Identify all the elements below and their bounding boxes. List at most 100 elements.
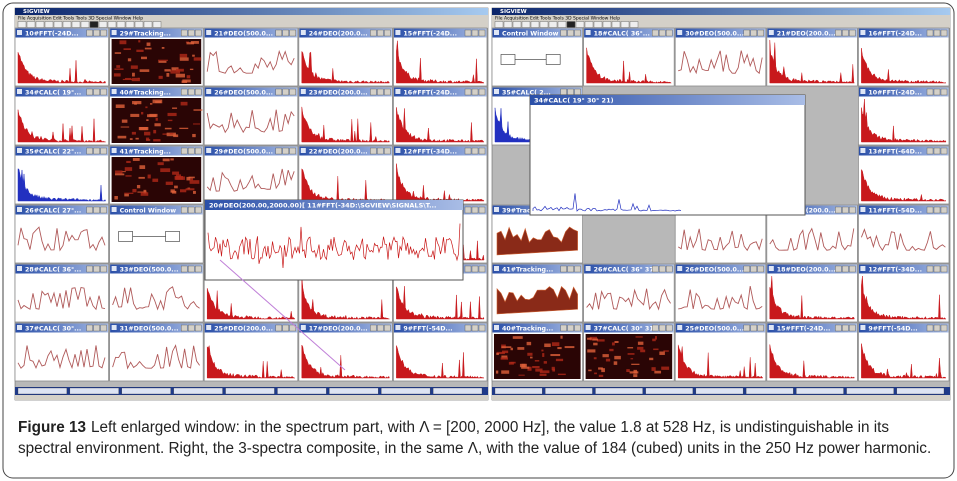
heat-patch — [596, 339, 605, 342]
window-icon — [494, 266, 499, 271]
window-button — [180, 147, 188, 155]
taskbar-button — [896, 387, 945, 395]
heatmap — [111, 39, 202, 84]
waveform — [17, 287, 106, 311]
window-button — [180, 206, 188, 214]
taskbar-button — [432, 387, 483, 395]
plot-area — [16, 215, 108, 262]
heat-patch — [124, 193, 129, 197]
heat-patch — [175, 174, 182, 177]
figure-label: Figure 13 — [18, 419, 87, 436]
window-button — [933, 265, 941, 273]
window-button — [93, 29, 100, 37]
toolbar-button — [98, 21, 108, 28]
heat-patch — [145, 137, 150, 141]
window-button — [743, 324, 750, 332]
heat-patch — [155, 117, 158, 121]
toolbar-button — [53, 21, 63, 28]
heat-patch — [179, 189, 187, 193]
waveform — [678, 285, 763, 310]
window-button — [289, 29, 296, 37]
window-title: 41#Tracking... — [120, 148, 171, 155]
plot-area — [205, 38, 297, 85]
heat-patch — [495, 370, 499, 374]
window-title-bar — [492, 87, 583, 97]
heat-patch — [121, 119, 128, 123]
heat-patch — [144, 47, 152, 50]
red-spectrum — [769, 344, 855, 379]
window-button — [842, 206, 849, 214]
control-block — [165, 231, 180, 242]
window-title-bar — [530, 95, 805, 105]
window-button — [464, 88, 472, 96]
window-button — [194, 265, 202, 273]
window-title-bar — [15, 323, 109, 333]
heat-patch — [611, 342, 615, 346]
window-button — [560, 88, 567, 96]
toolbar-button — [89, 21, 99, 28]
window-button — [652, 265, 659, 273]
red-spectrum — [301, 344, 390, 379]
heat-patch — [550, 354, 561, 357]
window-button — [574, 324, 581, 332]
window-icon — [585, 266, 591, 271]
heat-patch — [140, 192, 149, 196]
heat-patch — [124, 167, 133, 171]
heat-patch — [510, 347, 513, 351]
waveform — [586, 288, 671, 311]
window-button — [370, 29, 377, 37]
window-icon — [494, 89, 499, 94]
heat-patch — [122, 78, 133, 81]
heat-patch — [541, 349, 544, 352]
window-title: 31#DEO(500.0... — [120, 325, 179, 332]
window-title: 35#CALC( 22°... — [25, 147, 81, 155]
window-button — [93, 88, 100, 96]
window-title: 33#DEO(500.0... — [120, 266, 179, 273]
window-icon — [494, 325, 499, 330]
heat-patch — [130, 65, 138, 69]
heat-patch — [157, 162, 164, 166]
heat-patch — [173, 134, 179, 138]
heat-patch — [527, 352, 533, 356]
heat-patch — [539, 370, 550, 374]
window-button — [478, 29, 486, 37]
taskbar-button — [645, 387, 694, 395]
plot-area — [205, 97, 297, 144]
heat-patch — [149, 103, 153, 105]
menu: File Acquisition Edit Tools Tools 3D Spe… — [18, 16, 143, 22]
window-button — [940, 324, 948, 332]
window-button — [86, 265, 93, 273]
menu: File Acquisition Edit Tools Tools 3D Spe… — [495, 16, 620, 22]
window-icon — [677, 325, 683, 330]
heat-patch — [633, 374, 638, 378]
heat-patch — [152, 178, 159, 182]
window-title: Control Window — [120, 207, 177, 214]
control-block — [118, 231, 133, 242]
surface-3d — [496, 285, 578, 315]
window-button — [933, 147, 941, 155]
heat-patch — [539, 373, 547, 376]
heat-patch — [614, 355, 621, 360]
heat-patch — [134, 102, 137, 105]
window-title-bar — [393, 28, 487, 38]
window-button — [743, 29, 750, 37]
red-spectrum — [769, 39, 855, 84]
heat-patch — [564, 346, 575, 349]
heat-patch — [649, 357, 654, 361]
heat-patch — [652, 338, 656, 342]
plot-area — [16, 274, 108, 321]
heat-patch — [172, 171, 180, 175]
window-button — [464, 147, 472, 155]
window-button — [926, 147, 934, 155]
toolbar-button — [116, 21, 126, 28]
window-title-bar — [858, 87, 949, 97]
window-icon — [111, 266, 117, 271]
window-button — [933, 88, 941, 96]
window-icon — [860, 266, 866, 271]
heat-patch — [180, 101, 188, 106]
window-button — [849, 29, 856, 37]
window-button — [282, 147, 289, 155]
heat-patch — [521, 366, 530, 369]
heat-patch — [192, 133, 196, 138]
